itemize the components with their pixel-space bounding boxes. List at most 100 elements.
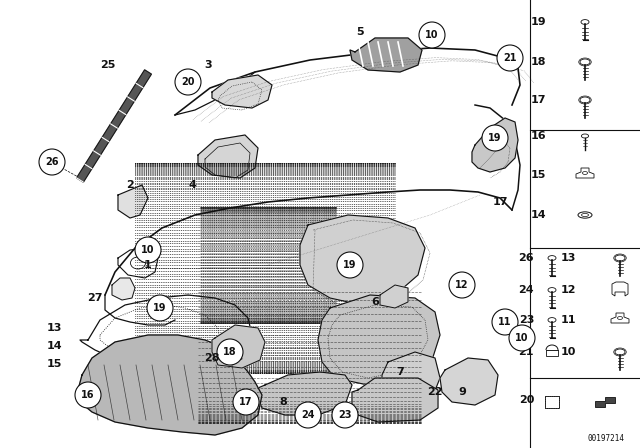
Circle shape (509, 325, 535, 351)
Polygon shape (380, 285, 408, 308)
Ellipse shape (548, 256, 556, 260)
Ellipse shape (615, 349, 625, 355)
Polygon shape (118, 185, 148, 218)
Text: 12: 12 (561, 285, 576, 295)
Text: 1: 1 (144, 260, 152, 270)
Text: 9: 9 (458, 387, 466, 397)
Ellipse shape (580, 97, 590, 103)
Text: 3: 3 (204, 60, 212, 70)
Text: 24: 24 (518, 285, 534, 295)
Text: 21: 21 (503, 53, 516, 63)
Circle shape (497, 45, 523, 71)
Text: 16: 16 (81, 390, 95, 400)
Text: 15: 15 (531, 170, 546, 180)
Text: 19: 19 (531, 17, 546, 27)
Text: 18: 18 (223, 347, 237, 357)
Text: 17: 17 (492, 197, 508, 207)
Text: 4: 4 (188, 180, 196, 190)
Polygon shape (576, 168, 594, 178)
Text: 15: 15 (46, 359, 61, 369)
Text: 23: 23 (339, 410, 352, 420)
Ellipse shape (582, 213, 589, 216)
Polygon shape (440, 358, 498, 405)
Ellipse shape (618, 316, 623, 319)
Text: 26: 26 (518, 253, 534, 263)
Polygon shape (258, 372, 352, 415)
Text: 00197214: 00197214 (588, 434, 625, 443)
Polygon shape (212, 75, 272, 108)
Text: 10: 10 (515, 333, 529, 343)
Polygon shape (612, 282, 628, 296)
Text: 20: 20 (181, 77, 195, 87)
Circle shape (337, 252, 363, 278)
Circle shape (482, 125, 508, 151)
Circle shape (39, 149, 65, 175)
Text: 7: 7 (396, 367, 404, 377)
Text: 10: 10 (141, 245, 155, 255)
Polygon shape (112, 278, 135, 300)
Polygon shape (318, 295, 440, 385)
Polygon shape (198, 135, 258, 178)
Ellipse shape (548, 288, 556, 293)
Polygon shape (212, 325, 265, 368)
Text: 24: 24 (301, 410, 315, 420)
Ellipse shape (131, 257, 145, 269)
Circle shape (295, 402, 321, 428)
Text: 18: 18 (531, 57, 546, 67)
Ellipse shape (615, 255, 625, 261)
Circle shape (449, 272, 475, 298)
Text: 26: 26 (45, 157, 59, 167)
Circle shape (419, 22, 445, 48)
Polygon shape (78, 335, 262, 435)
Text: 14: 14 (46, 341, 62, 351)
Text: 19: 19 (488, 133, 502, 143)
Ellipse shape (582, 172, 588, 175)
Polygon shape (352, 378, 438, 422)
Polygon shape (595, 397, 615, 407)
Text: 19: 19 (153, 303, 167, 313)
Circle shape (217, 339, 243, 365)
Ellipse shape (578, 212, 592, 218)
Text: 5: 5 (356, 27, 364, 37)
Text: 23: 23 (518, 315, 534, 325)
Text: 6: 6 (371, 297, 379, 307)
Circle shape (233, 389, 259, 415)
Circle shape (75, 382, 101, 408)
Text: !: ! (230, 348, 234, 357)
Text: 12: 12 (455, 280, 468, 290)
Text: 19: 19 (343, 260, 356, 270)
Text: 20: 20 (518, 395, 534, 405)
Ellipse shape (581, 134, 589, 138)
Text: 10: 10 (561, 347, 576, 357)
Text: 11: 11 (561, 315, 576, 325)
Text: 11: 11 (499, 317, 512, 327)
Text: 13: 13 (561, 253, 576, 263)
Polygon shape (300, 215, 425, 305)
Circle shape (135, 237, 161, 263)
Polygon shape (472, 118, 518, 172)
Polygon shape (77, 70, 152, 182)
Ellipse shape (581, 20, 589, 24)
Text: 8: 8 (279, 397, 287, 407)
Text: 22: 22 (428, 387, 443, 397)
Polygon shape (350, 38, 422, 72)
Text: 10: 10 (425, 30, 439, 40)
Bar (546, 350, 558, 356)
Circle shape (492, 309, 518, 335)
Text: 14: 14 (531, 210, 546, 220)
Circle shape (175, 69, 201, 95)
Polygon shape (222, 341, 242, 359)
Text: 21: 21 (518, 347, 534, 357)
Ellipse shape (580, 59, 590, 65)
Text: 16: 16 (531, 131, 546, 141)
Polygon shape (611, 313, 629, 323)
FancyBboxPatch shape (545, 396, 559, 408)
Circle shape (332, 402, 358, 428)
Text: 13: 13 (46, 323, 61, 333)
Text: 25: 25 (100, 60, 116, 70)
Text: 17: 17 (531, 95, 546, 105)
Text: 17: 17 (239, 397, 253, 407)
Text: 27: 27 (87, 293, 103, 303)
Text: 28: 28 (204, 353, 220, 363)
Text: 2: 2 (126, 180, 134, 190)
